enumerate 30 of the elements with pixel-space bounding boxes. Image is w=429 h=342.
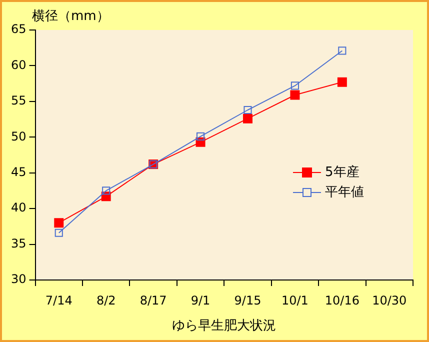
y-axis-title: 横径（mm） (32, 8, 110, 25)
point (102, 186, 110, 195)
y-tick-label: 60 (10, 58, 26, 72)
y-tick-label: 45 (10, 164, 26, 179)
legend-label: 5年産 (325, 164, 360, 180)
point (290, 90, 300, 100)
y-tick-label: 35 (10, 236, 26, 250)
x-axis-title: ゆら早生肥大状況 (172, 318, 276, 334)
x-tick-label: 9/1 (190, 293, 210, 308)
point (54, 218, 64, 228)
point (196, 132, 205, 140)
x-tick-label: 10/16 (324, 293, 360, 308)
y-tick-label: 50 (10, 129, 26, 144)
y-tick-label: 30 (10, 272, 26, 286)
y-tick-label: 55 (10, 94, 26, 108)
x-tick-label: 8/2 (96, 293, 116, 308)
x-tick-label: 8/17 (140, 293, 167, 308)
point (243, 114, 252, 124)
x-tick-label: 7/14 (45, 293, 72, 308)
x-tick-label: 9/15 (234, 293, 262, 308)
point (54, 228, 63, 237)
x-tick-label: 10/1 (281, 293, 308, 308)
legend-label: 平年値 (325, 184, 364, 200)
point (337, 77, 347, 87)
x-tick-label: 10/30 (372, 293, 407, 308)
point (244, 106, 252, 114)
y-tick-label: 65 (10, 22, 26, 36)
point (290, 82, 299, 90)
point (338, 46, 346, 55)
y-tick-label: 40 (10, 200, 26, 215)
